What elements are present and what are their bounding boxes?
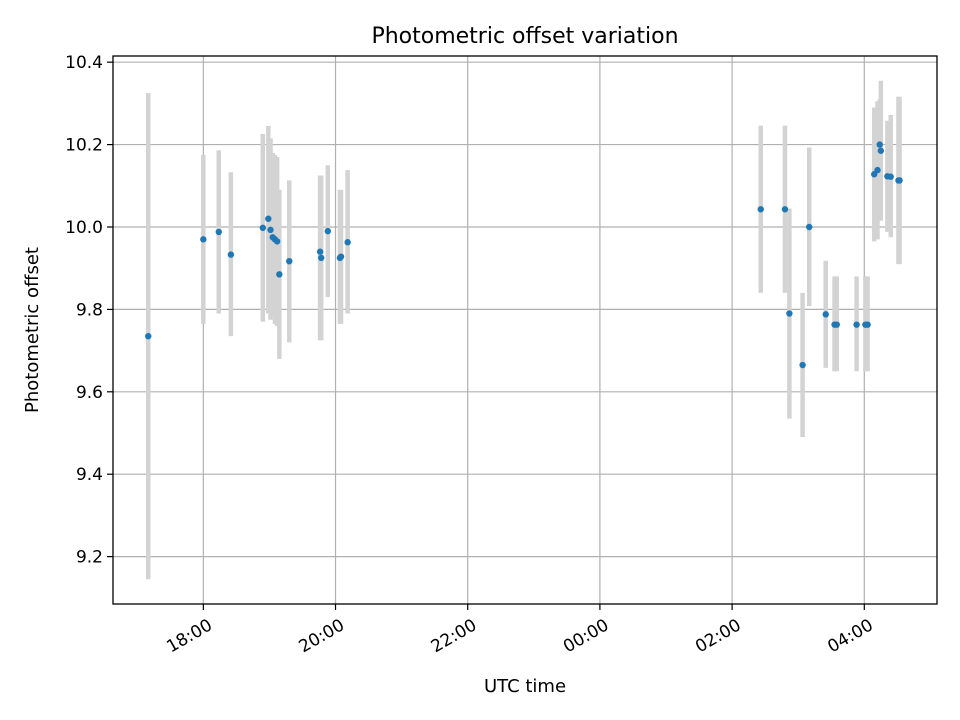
x-tick-label: 18:00 bbox=[163, 615, 215, 657]
data-point bbox=[786, 310, 793, 317]
y-tick-label: 10.4 bbox=[65, 53, 103, 73]
data-point bbox=[806, 223, 813, 231]
data-points bbox=[145, 141, 903, 369]
x-axis-label: UTC time bbox=[484, 676, 566, 697]
y-axis-ticks: 9.2 9.4 9.6 9.8 10.0 10.2 10.4 bbox=[65, 53, 113, 568]
data-point bbox=[877, 147, 885, 154]
x-tick-label: 22:00 bbox=[428, 615, 480, 657]
y-tick-label: 10.0 bbox=[65, 218, 103, 238]
data-point bbox=[227, 251, 235, 258]
y-tick-label: 9.2 bbox=[76, 548, 103, 568]
x-tick-label: 04:00 bbox=[824, 615, 876, 657]
data-point bbox=[887, 173, 894, 180]
plot-frame bbox=[112, 55, 938, 605]
data-point bbox=[259, 224, 267, 232]
data-point bbox=[337, 253, 345, 260]
data-point bbox=[876, 141, 883, 148]
y-tick-label: 9.4 bbox=[76, 465, 103, 485]
x-tick-label: 20:00 bbox=[296, 615, 348, 657]
data-point bbox=[324, 227, 332, 235]
x-axis-ticks: 18:00 20:00 22:00 00:00 02:00 04:00 bbox=[163, 604, 877, 657]
data-point bbox=[874, 166, 881, 174]
grid bbox=[113, 56, 937, 604]
data-point bbox=[781, 206, 789, 213]
data-point bbox=[267, 226, 274, 234]
data-point bbox=[286, 257, 293, 265]
data-point bbox=[200, 236, 207, 243]
data-point bbox=[273, 238, 281, 245]
y-tick-label: 10.2 bbox=[65, 136, 103, 156]
chart-title: Photometric offset variation bbox=[371, 24, 678, 49]
x-tick-label: 00:00 bbox=[560, 615, 612, 657]
data-point bbox=[799, 361, 806, 369]
data-point bbox=[344, 239, 351, 246]
data-point bbox=[318, 254, 325, 262]
data-point bbox=[822, 311, 829, 318]
y-axis-label: Photometric offset bbox=[22, 247, 43, 413]
data-point bbox=[853, 321, 860, 328]
data-point bbox=[833, 321, 840, 328]
y-tick-label: 9.6 bbox=[76, 383, 103, 403]
data-point bbox=[145, 332, 152, 340]
data-point bbox=[757, 206, 764, 213]
data-point bbox=[215, 228, 222, 236]
data-point bbox=[896, 177, 903, 184]
x-tick-label: 02:00 bbox=[692, 615, 744, 657]
y-tick-label: 9.8 bbox=[76, 300, 103, 320]
data-point bbox=[265, 215, 272, 222]
data-point bbox=[864, 321, 871, 328]
data-point bbox=[276, 271, 283, 278]
error-bars bbox=[146, 80, 902, 580]
data-point bbox=[316, 248, 324, 255]
